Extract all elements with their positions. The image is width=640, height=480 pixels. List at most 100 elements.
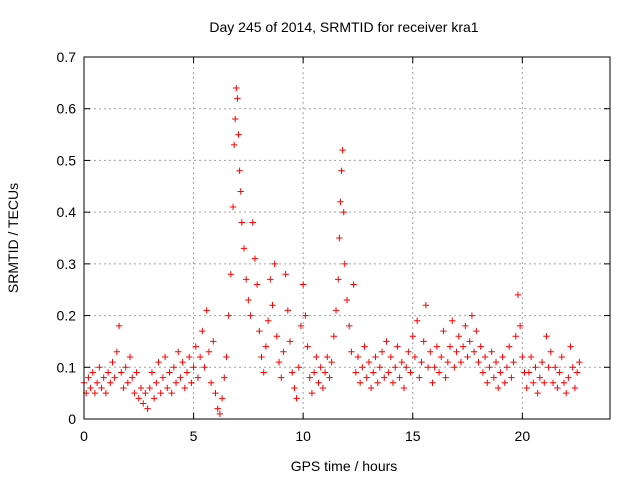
data-point	[470, 348, 478, 355]
data-point	[177, 374, 184, 381]
data-point	[416, 374, 423, 381]
data-point	[96, 364, 103, 371]
data-point	[247, 312, 254, 319]
y-tick-label: 0.4	[57, 204, 77, 220]
data-point	[530, 379, 537, 386]
data-point	[212, 389, 219, 397]
data-point	[418, 358, 425, 366]
data-point	[422, 302, 430, 309]
data-point	[462, 322, 469, 330]
data-point	[308, 389, 316, 397]
data-points	[80, 84, 583, 418]
data-point	[446, 343, 454, 350]
data-point	[280, 348, 287, 355]
data-point	[282, 271, 289, 278]
data-point	[372, 353, 379, 361]
data-point	[271, 260, 278, 268]
data-point	[571, 384, 579, 392]
data-point	[91, 389, 99, 397]
data-point	[142, 389, 149, 397]
data-point	[221, 374, 228, 381]
data-point	[157, 389, 164, 397]
data-point	[424, 364, 432, 371]
data-point	[126, 353, 134, 361]
data-point	[317, 364, 324, 371]
axis-ticks: 0 0.1 0.2 0.3 0.4 0.5 0.6 0.7 0 5 10 15 20	[57, 49, 610, 444]
data-point	[235, 131, 242, 138]
data-point	[538, 358, 546, 366]
data-point	[378, 348, 386, 355]
data-point	[560, 379, 568, 386]
data-point	[558, 353, 565, 361]
data-point	[135, 395, 142, 402]
data-point	[505, 343, 513, 350]
data-point	[337, 198, 344, 205]
data-point	[516, 322, 524, 330]
data-point	[85, 374, 92, 381]
data-point	[129, 374, 136, 381]
data-point	[468, 312, 476, 319]
data-point	[199, 327, 206, 335]
data-point	[350, 281, 357, 288]
data-point	[413, 317, 421, 324]
data-point	[269, 302, 276, 309]
data-point	[183, 369, 191, 376]
data-point	[495, 384, 502, 392]
data-point	[291, 384, 298, 392]
data-point	[229, 203, 237, 211]
data-point	[319, 384, 327, 392]
data-point	[295, 364, 302, 371]
data-point	[451, 364, 458, 371]
data-point	[508, 374, 515, 381]
data-point	[107, 379, 114, 386]
data-point	[179, 358, 186, 366]
data-point	[374, 379, 381, 386]
data-point	[438, 353, 445, 361]
y-tick-label: 0	[68, 411, 76, 427]
data-point	[512, 333, 519, 340]
data-point	[245, 296, 252, 304]
data-point	[100, 374, 107, 381]
data-point	[420, 338, 427, 345]
data-point	[159, 374, 167, 381]
data-point	[155, 358, 162, 366]
data-point	[576, 358, 583, 366]
data-point	[278, 374, 285, 381]
data-point	[205, 348, 213, 355]
data-point	[306, 374, 313, 381]
data-point	[376, 364, 384, 371]
data-point	[273, 333, 281, 340]
data-point	[188, 379, 195, 386]
data-point	[514, 291, 522, 299]
data-point	[207, 379, 215, 386]
data-point	[299, 281, 307, 288]
data-point	[120, 384, 127, 392]
data-point	[335, 276, 342, 283]
data-point	[479, 369, 487, 376]
data-point	[525, 369, 533, 376]
data-point	[435, 369, 443, 376]
data-point	[407, 369, 414, 376]
data-point	[115, 322, 123, 330]
data-point	[464, 353, 471, 361]
data-point	[341, 260, 349, 268]
data-point	[383, 338, 390, 345]
data-point	[315, 379, 322, 386]
data-point	[98, 384, 105, 392]
data-point	[89, 369, 96, 376]
data-point	[203, 307, 210, 314]
data-point	[573, 369, 581, 376]
data-point	[556, 369, 563, 376]
data-point	[102, 389, 110, 397]
data-point	[343, 296, 351, 304]
data-point	[367, 384, 375, 392]
data-point	[427, 348, 434, 355]
data-point	[385, 369, 392, 376]
data-point	[218, 395, 226, 402]
data-point	[161, 353, 169, 361]
data-point	[166, 369, 173, 376]
data-point	[260, 369, 267, 376]
data-point	[251, 255, 259, 262]
data-point	[552, 364, 559, 371]
data-point	[361, 343, 368, 350]
